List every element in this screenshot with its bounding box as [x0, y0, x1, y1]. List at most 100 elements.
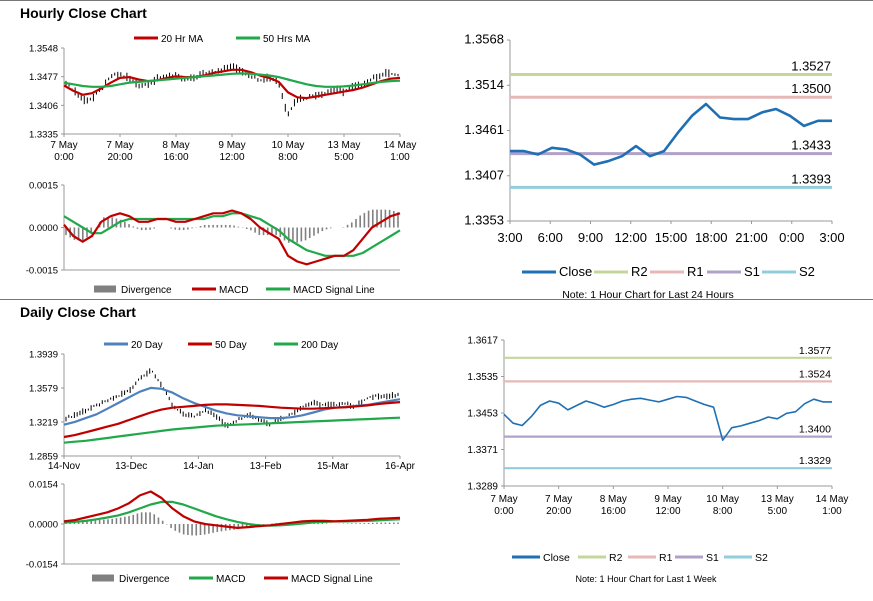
hourly_pivot-ytick-label: 1.3461	[464, 122, 504, 137]
daily_pivot-xtick-label: 7 May	[545, 494, 572, 505]
hourly_macd-ytick-label: 0.0000	[29, 223, 58, 234]
hourly_macd-ytick-label: 0.0015	[29, 181, 58, 192]
level-s2-label: 1.3393	[791, 171, 831, 186]
hourly_price-xtick-label: 7 May	[50, 140, 77, 151]
hourly_price-xtick-label: 13 May	[328, 140, 361, 151]
daily_pivot-ytick-label: 1.3289	[467, 482, 498, 493]
hourly_pivot-xtick-label: 3:00	[497, 230, 522, 245]
hourly_price-xtick-label: 20:00	[107, 152, 132, 163]
hourly-macd-chart: 0.0015 0.0000 -0.0015 Divergence MACD MACD Si…	[26, 181, 401, 296]
hourly_pivot-xtick-label: 6:00	[538, 230, 563, 245]
hourly_price-xtick-label: 1:00	[390, 152, 410, 163]
hourly_pivot-xtick-label: 0:00	[779, 230, 804, 245]
daily_pivot-xtick-label: 8 May	[600, 494, 627, 505]
daily_macd-legend-divergence-label: Divergence	[119, 574, 170, 585]
close-line	[503, 395, 832, 441]
ma-line-20-hr-ma	[63, 68, 401, 100]
hourly_pivot-xtick-label: 21:00	[735, 230, 768, 245]
hourly-pivot-chart: 1.3568 1.3514 1.3461 1.3407 1.3353 1.3527 1.35…	[464, 32, 844, 302]
daily_price-xtick-label: 14-Nov	[48, 461, 80, 472]
hourly_pivot-legend-s2-label: S2	[799, 264, 815, 279]
hourly_pivot-note: Note: 1 Hour Chart for Last 24 Hours	[562, 289, 734, 301]
daily_price-legend-0-label: 20 Day	[131, 340, 163, 351]
daily_pivot-legend-s2-label: S2	[755, 552, 768, 564]
hourly_price-xtick-label: 12:00	[219, 152, 244, 163]
daily_macd-ytick-label: -0.0154	[26, 560, 58, 571]
hourly_pivot-ytick-label: 1.3568	[464, 32, 504, 47]
hourly_price-xtick-label: 5:00	[334, 152, 354, 163]
daily-macd-chart: 0.0154 0.0000 -0.0154 Divergence MACD MACD Si…	[26, 480, 401, 585]
hourly_pivot-ytick-label: 1.3353	[464, 213, 504, 228]
hourly_price-ytick-label: 1.3335	[29, 130, 58, 141]
hourly_macd-legend-signal-label: MACD Signal Line	[293, 285, 375, 296]
hourly_macd-ytick-label: -0.0015	[26, 266, 58, 277]
daily_price-xtick-label: 13-Dec	[115, 461, 147, 472]
daily_price-ytick-label: 1.2859	[29, 452, 58, 463]
macd-line	[63, 490, 401, 530]
hourly_pivot-xtick-label: 12:00	[614, 230, 647, 245]
level-r1-label: 1.3500	[791, 81, 831, 96]
hourly_price-ytick-label: 1.3406	[29, 101, 58, 112]
daily_macd-legend-macd-label: MACD	[216, 574, 245, 585]
hourly_price-ytick-label: 1.3548	[29, 44, 58, 55]
daily_pivot-ytick-label: 1.3535	[467, 372, 498, 383]
hourly_price-xtick-label: 0:00	[54, 152, 74, 163]
hourly_price-xtick-label: 8:00	[278, 152, 298, 163]
level-s1-label: 1.3433	[791, 138, 831, 153]
hourly_price-xtick-label: 16:00	[163, 152, 188, 163]
daily_pivot-note: Note: 1 Hour Chart for Last 1 Week	[576, 574, 717, 584]
daily_pivot-xtick-label: 1:00	[822, 506, 842, 517]
ma-line-50-day	[63, 401, 401, 439]
macd-signal-line	[63, 212, 401, 257]
level-s2-label: 1.3329	[799, 455, 831, 467]
daily_pivot-xtick-label: 20:00	[546, 506, 571, 517]
hourly_price-legend-0-label: 20 Hr MA	[161, 34, 204, 45]
hourly-title: Hourly Close Chart	[20, 5, 147, 21]
hourly_pivot-xtick-label: 15:00	[655, 230, 688, 245]
daily_pivot-legend-r2-label: R2	[609, 552, 623, 564]
hourly-price-chart: 1.3548 1.3477 1.3406 1.3335 20 Hr MA 50 Hrs M…	[29, 34, 417, 163]
daily_macd-legend-divergence-swatch	[92, 574, 114, 582]
daily_price-xtick-label: 15-Mar	[317, 461, 349, 472]
daily_pivot-xtick-label: 12:00	[655, 506, 680, 517]
hourly_macd-legend-divergence-label: Divergence	[121, 285, 172, 296]
hourly_price-ytick-label: 1.3477	[29, 72, 58, 83]
daily_pivot-xtick-label: 0:00	[494, 506, 514, 517]
daily_macd-ytick-label: 0.0000	[29, 520, 58, 531]
daily-title: Daily Close Chart	[20, 304, 136, 320]
daily_pivot-ytick-label: 1.3371	[467, 445, 498, 456]
daily_pivot-xtick-label: 13 May	[761, 494, 794, 505]
daily_pivot-ytick-label: 1.3617	[467, 336, 498, 347]
level-r1-label: 1.3524	[799, 368, 831, 380]
hourly_price-legend-1-label: 50 Hrs MA	[263, 34, 311, 45]
level-s1-label: 1.3400	[799, 424, 831, 436]
hourly_pivot-legend-s1-label: S1	[744, 264, 760, 279]
daily_macd-legend-signal-label: MACD Signal Line	[291, 574, 373, 585]
hourly_pivot-xtick-label: 9:00	[578, 230, 603, 245]
hourly_pivot-ytick-label: 1.3407	[464, 167, 504, 182]
daily_pivot-xtick-label: 16:00	[601, 506, 626, 517]
hourly_macd-legend-divergence-swatch	[94, 285, 116, 293]
daily_pivot-xtick-label: 9 May	[654, 494, 681, 505]
hourly_pivot-legend-close-label: Close	[559, 264, 592, 279]
hourly_pivot-ytick-label: 1.3514	[464, 77, 504, 92]
daily_price-ytick-label: 1.3939	[29, 350, 58, 361]
daily_price-legend-2-label: 200 Day	[301, 340, 338, 351]
macd-line	[63, 209, 401, 266]
daily_pivot-xtick-label: 10 May	[706, 494, 739, 505]
daily_pivot-ytick-label: 1.3453	[467, 409, 498, 420]
top-divider	[0, 0, 873, 1]
daily_pivot-xtick-label: 5:00	[768, 506, 788, 517]
ma-line-50-hrs-ma	[63, 72, 401, 88]
hourly_price-xtick-label: 14 May	[384, 140, 417, 151]
hourly_pivot-xtick-label: 3:00	[819, 230, 844, 245]
daily_price-xtick-label: 16-Apr	[385, 461, 416, 472]
daily_pivot-xtick-label: 7 May	[490, 494, 517, 505]
daily_pivot-legend-r1-label: R1	[659, 552, 673, 564]
daily-pivot-chart: 1.3617 1.3535 1.3453 1.3371 1.3289 1.3577 1.35…	[467, 336, 848, 585]
hourly_pivot-legend-r2-label: R2	[631, 264, 648, 279]
level-r2-label: 1.3527	[791, 59, 831, 74]
ma-line-200-day	[63, 416, 401, 444]
level-r2-label: 1.3577	[799, 345, 831, 357]
daily_pivot-legend-s1-label: S1	[706, 552, 719, 564]
